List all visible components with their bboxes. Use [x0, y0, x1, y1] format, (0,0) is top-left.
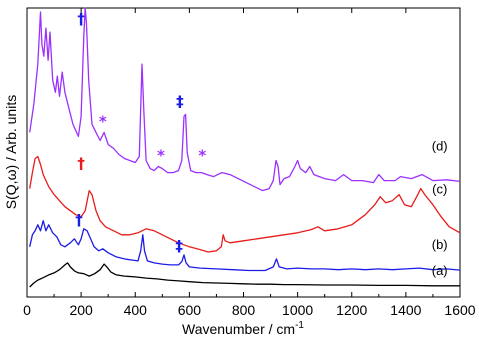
x-tick-label-1600: 1600	[444, 302, 475, 318]
x-tick-label-600: 600	[178, 302, 202, 318]
x-tick-label-400: 400	[124, 302, 148, 318]
x-axis-label-exponent: -1	[295, 320, 304, 331]
peak-marker-asterisk-2: *	[157, 147, 165, 165]
x-tick-label-1000: 1000	[282, 302, 313, 318]
curve-label-d: (d)	[432, 138, 448, 153]
peak-marker-ddagger-d: ‡	[176, 92, 184, 110]
x-tick-label-1200: 1200	[336, 302, 367, 318]
peak-marker-asterisk-3: *	[198, 147, 206, 165]
curve-label-a: (a)	[432, 263, 448, 278]
y-axis-label: S(Q,ω) / Arb. units	[3, 95, 19, 209]
x-tick-label-0: 0	[23, 302, 31, 318]
x-tick-label-200: 200	[69, 302, 93, 318]
peak-marker-dagger-b: †	[75, 211, 83, 229]
peak-marker-ddagger-b: ‡	[175, 237, 183, 255]
x-tick-label-1400: 1400	[390, 302, 421, 318]
x-tick-label-800: 800	[232, 302, 256, 318]
x-axis-label: Wavenumber / cm-1	[182, 320, 304, 337]
series-line-a	[29, 262, 460, 288]
peak-marker-dagger-d: †	[77, 10, 85, 28]
series-line-b	[29, 220, 461, 272]
annotations: † ‡ * * * † † ‡	[75, 10, 206, 255]
x-axis-tick-labels: 0 200 400 600 800 1000 1200 1400 1600	[23, 302, 476, 318]
series-line-c	[29, 155, 461, 253]
series-group	[29, 7, 461, 288]
curve-label-c: (c)	[432, 181, 447, 196]
curve-labels: (d) (c) (b) (a)	[432, 138, 448, 277]
series-line-d	[29, 7, 461, 192]
x-axis-ticks	[26, 8, 461, 297]
peak-marker-dagger-c: †	[77, 155, 85, 173]
peak-marker-asterisk-1: *	[99, 112, 107, 130]
plot-frame	[26, 7, 461, 298]
curve-label-b: (b)	[432, 237, 448, 252]
